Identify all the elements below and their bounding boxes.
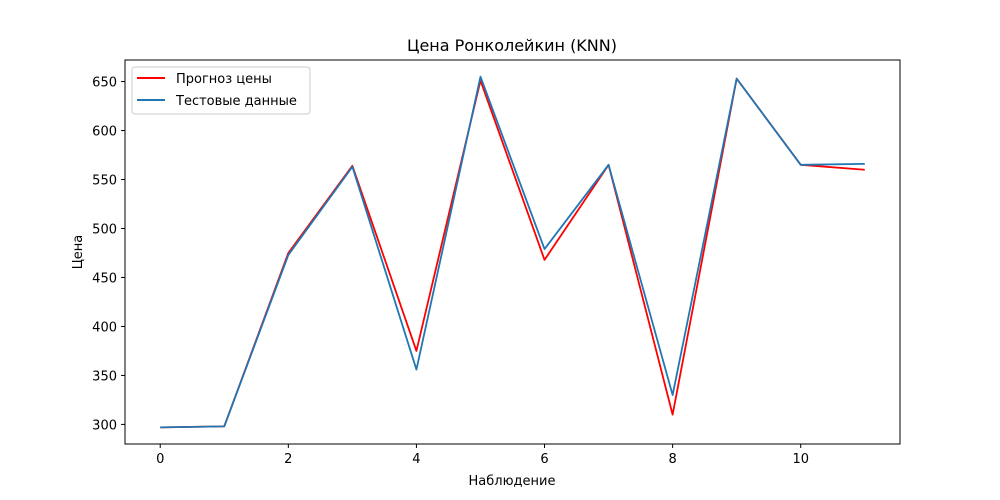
y-tick-label: 450 — [92, 271, 117, 286]
y-tick-label: 600 — [92, 125, 117, 140]
x-tick-label: 10 — [792, 452, 809, 467]
y-tick-label: 650 — [92, 76, 117, 91]
series-layer — [160, 75, 865, 429]
x-tick-label: 6 — [540, 452, 548, 467]
legend-label-test-data: Тестовые данные — [175, 94, 297, 109]
x-tick-label: 0 — [156, 452, 164, 467]
y-axis-label: Цена — [71, 235, 86, 270]
plot-frame — [124, 59, 901, 445]
y-tick-label: 500 — [92, 222, 117, 237]
x-tick-label: 2 — [284, 452, 292, 467]
y-tick-label: 350 — [92, 369, 117, 384]
y-tick-label: 300 — [92, 418, 117, 433]
y-tick-label: 550 — [92, 174, 117, 189]
legend-box — [131, 66, 311, 115]
test-data-line — [160, 75, 865, 429]
legend: Прогноз цены Тестовые данные — [131, 66, 311, 115]
chart-title: Цена Ронколейкин (KNN) — [407, 36, 617, 55]
y-tick-label: 400 — [92, 320, 117, 335]
legend-label-forecast: Прогноз цены — [176, 72, 272, 87]
x-axis: 0 2 4 6 8 10 — [156, 444, 809, 467]
plot-area: 0 2 4 6 8 10 300 350 400 450 500 550 600 650 — [92, 59, 901, 467]
x-tick-label: 8 — [668, 452, 676, 467]
x-tick-label: 4 — [412, 452, 420, 467]
y-axis: 300 350 400 450 500 550 600 650 — [92, 76, 125, 433]
x-axis-label: Наблюдение — [469, 474, 556, 489]
